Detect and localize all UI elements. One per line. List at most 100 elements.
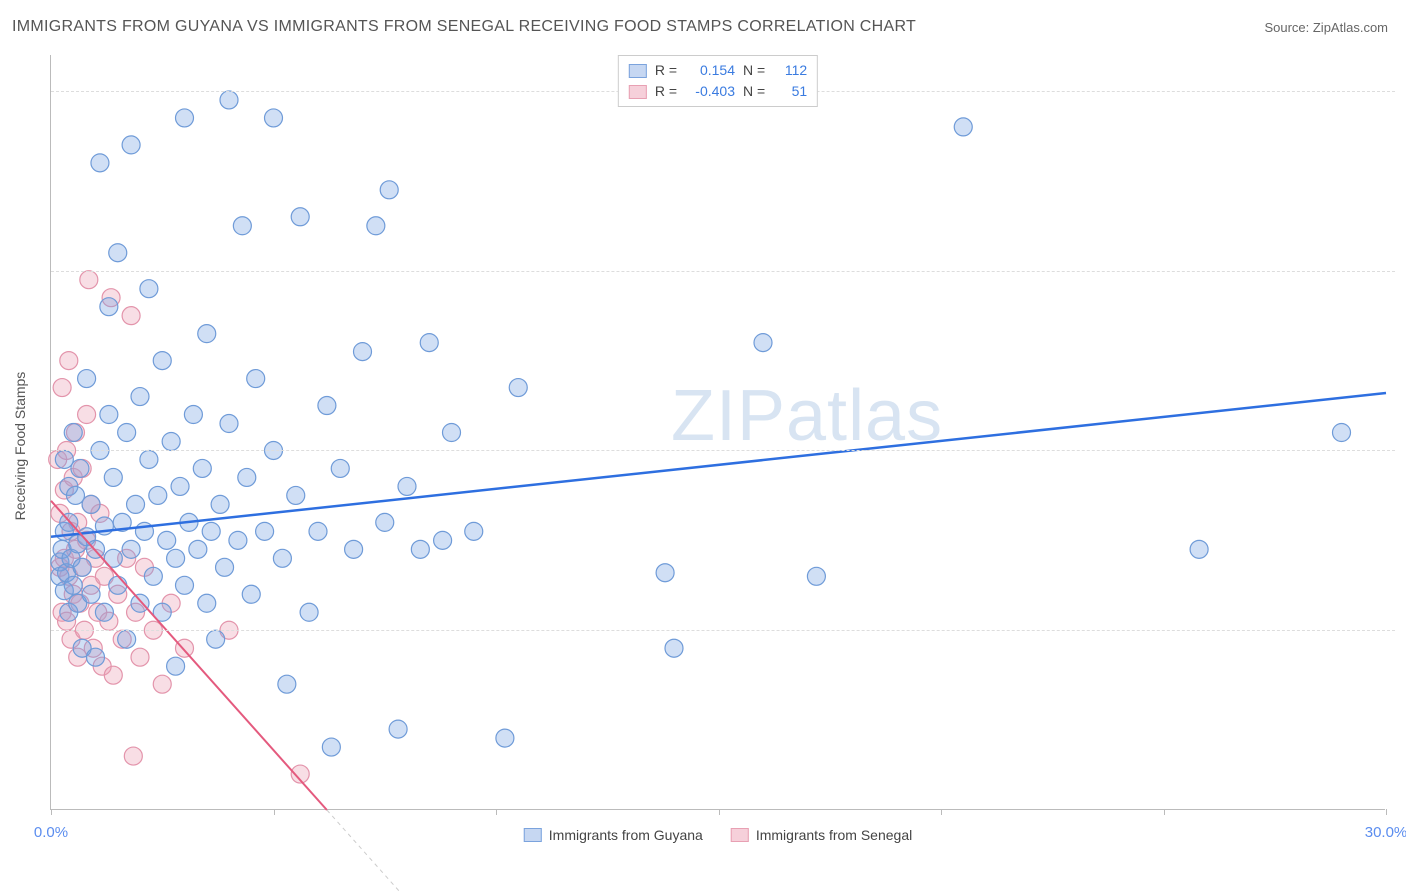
data-point-guyana	[300, 603, 318, 621]
data-point-guyana	[104, 468, 122, 486]
data-point-senegal	[53, 379, 71, 397]
gridline	[51, 630, 1395, 631]
data-point-guyana	[153, 352, 171, 370]
data-point-senegal	[104, 666, 122, 684]
data-point-senegal	[131, 648, 149, 666]
gridline	[51, 450, 1395, 451]
data-point-guyana	[167, 657, 185, 675]
data-point-guyana	[242, 585, 260, 603]
data-point-guyana	[167, 549, 185, 567]
data-point-guyana	[207, 630, 225, 648]
data-point-guyana	[954, 118, 972, 136]
x-tick-label: 0.0%	[34, 824, 68, 841]
data-point-guyana	[496, 729, 514, 747]
data-point-guyana	[176, 109, 194, 127]
data-point-guyana	[71, 459, 89, 477]
data-point-guyana	[189, 540, 207, 558]
data-point-guyana	[87, 648, 105, 666]
source-attribution: Source: ZipAtlas.com	[1264, 20, 1388, 35]
data-point-guyana	[247, 370, 265, 388]
data-point-senegal	[80, 271, 98, 289]
data-point-guyana	[233, 217, 251, 235]
x-tick	[51, 809, 52, 815]
data-point-guyana	[162, 432, 180, 450]
data-point-guyana	[198, 594, 216, 612]
x-tick	[1164, 809, 1165, 815]
series-legend: Immigrants from Guyana Immigrants from S…	[524, 827, 912, 843]
data-point-guyana	[184, 406, 202, 424]
data-point-guyana	[176, 576, 194, 594]
data-point-guyana	[95, 603, 113, 621]
data-point-guyana	[118, 424, 136, 442]
data-point-guyana	[55, 450, 73, 468]
x-tick	[274, 809, 275, 815]
data-point-guyana	[291, 208, 309, 226]
swatch-senegal	[629, 85, 647, 99]
r-label: R =	[655, 60, 677, 81]
data-point-guyana	[265, 109, 283, 127]
data-point-guyana	[309, 522, 327, 540]
data-point-guyana	[1190, 540, 1208, 558]
data-point-guyana	[420, 334, 438, 352]
data-point-senegal	[153, 675, 171, 693]
correlation-chart: IMMIGRANTS FROM GUYANA VS IMMIGRANTS FRO…	[0, 0, 1406, 892]
data-point-guyana	[109, 244, 127, 262]
data-point-guyana	[211, 495, 229, 513]
trendline-ext-senegal	[327, 810, 407, 892]
data-point-guyana	[287, 486, 305, 504]
legend-item-senegal: Immigrants from Senegal	[731, 827, 912, 843]
data-point-guyana	[66, 486, 84, 504]
data-point-guyana	[64, 576, 82, 594]
data-point-guyana	[144, 567, 162, 585]
data-point-guyana	[376, 513, 394, 531]
data-point-guyana	[434, 531, 452, 549]
swatch-guyana	[629, 64, 647, 78]
legend-label-senegal: Immigrants from Senegal	[756, 827, 912, 843]
x-tick	[1386, 809, 1387, 815]
data-point-guyana	[202, 522, 220, 540]
data-point-guyana	[82, 585, 100, 603]
trendline-guyana	[51, 393, 1386, 537]
data-point-guyana	[140, 450, 158, 468]
legend-row-guyana: R = 0.154 N = 112	[629, 60, 807, 81]
data-point-guyana	[411, 540, 429, 558]
data-point-guyana	[140, 280, 158, 298]
data-point-guyana	[131, 388, 149, 406]
data-point-guyana	[118, 630, 136, 648]
x-tick	[496, 809, 497, 815]
data-point-guyana	[158, 531, 176, 549]
n-label: N =	[743, 60, 765, 81]
data-point-guyana	[127, 495, 145, 513]
data-point-guyana	[100, 406, 118, 424]
data-point-guyana	[1333, 424, 1351, 442]
data-point-senegal	[122, 307, 140, 325]
swatch-guyana	[524, 828, 542, 842]
data-point-guyana	[318, 397, 336, 415]
data-point-guyana	[149, 486, 167, 504]
correlation-legend: R = 0.154 N = 112 R = -0.403 N = 51	[618, 55, 818, 107]
data-point-guyana	[367, 217, 385, 235]
legend-label-guyana: Immigrants from Guyana	[549, 827, 703, 843]
data-point-guyana	[465, 522, 483, 540]
data-point-senegal	[60, 352, 78, 370]
data-point-guyana	[122, 540, 140, 558]
data-point-guyana	[220, 415, 238, 433]
x-tick	[941, 809, 942, 815]
data-point-guyana	[64, 424, 82, 442]
data-point-guyana	[91, 154, 109, 172]
data-point-guyana	[198, 325, 216, 343]
x-tick-label: 30.0%	[1365, 824, 1406, 841]
data-point-guyana	[443, 424, 461, 442]
data-point-senegal	[124, 747, 142, 765]
data-point-guyana	[122, 136, 140, 154]
data-point-guyana	[665, 639, 683, 657]
data-point-guyana	[278, 675, 296, 693]
data-point-guyana	[109, 576, 127, 594]
data-point-guyana	[345, 540, 363, 558]
plot-area: ZIPatlas R = 0.154 N = 112 R = -0.403 N …	[50, 55, 1385, 810]
data-point-guyana	[380, 181, 398, 199]
data-point-guyana	[131, 594, 149, 612]
data-point-guyana	[82, 495, 100, 513]
data-point-guyana	[229, 531, 247, 549]
y-axis-label: Receiving Food Stamps	[12, 372, 28, 521]
